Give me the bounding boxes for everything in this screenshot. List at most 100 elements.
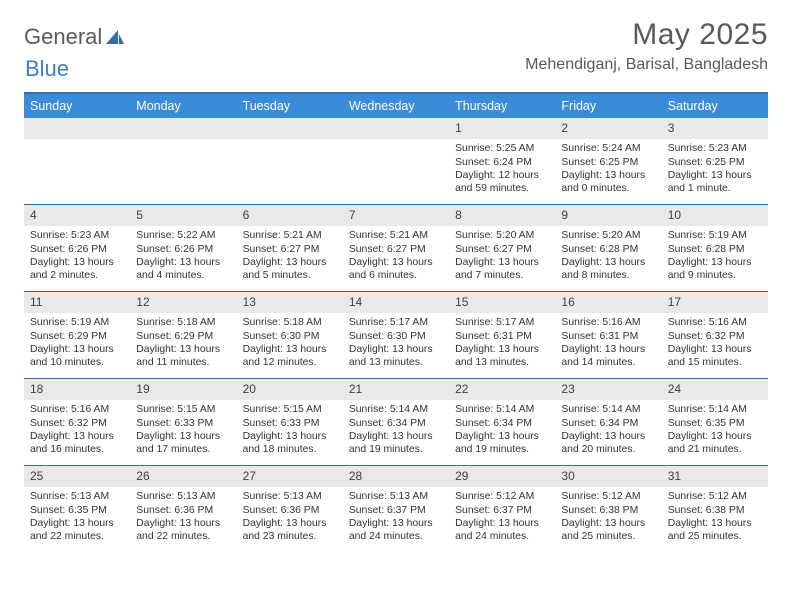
day-body: Sunrise: 5:18 AMSunset: 6:30 PMDaylight:… xyxy=(237,313,343,373)
day-cell: 15Sunrise: 5:17 AMSunset: 6:31 PMDayligh… xyxy=(449,292,555,378)
sunset-line: Sunset: 6:38 PM xyxy=(561,504,655,517)
day-number-bar xyxy=(237,118,343,139)
location-subtitle: Mehendiganj, Barisal, Bangladesh xyxy=(525,56,768,74)
day-number-bar: 5 xyxy=(130,205,236,226)
day-cell xyxy=(24,118,130,204)
day-cell: 24Sunrise: 5:14 AMSunset: 6:35 PMDayligh… xyxy=(662,379,768,465)
weeks-container: 1Sunrise: 5:25 AMSunset: 6:24 PMDaylight… xyxy=(24,118,768,552)
sunset-line: Sunset: 6:38 PM xyxy=(668,504,762,517)
sunrise-line: Sunrise: 5:24 AM xyxy=(561,142,655,155)
day-number-bar: 11 xyxy=(24,292,130,313)
day-body: Sunrise: 5:19 AMSunset: 6:29 PMDaylight:… xyxy=(24,313,130,373)
sunset-line: Sunset: 6:27 PM xyxy=(455,243,549,256)
day-body: Sunrise: 5:14 AMSunset: 6:35 PMDaylight:… xyxy=(662,400,768,460)
calendar-grid: Sunday Monday Tuesday Wednesday Thursday… xyxy=(24,92,768,552)
daylight-line: Daylight: 13 hours and 21 minutes. xyxy=(668,430,762,457)
day-number-bar: 18 xyxy=(24,379,130,400)
day-cell xyxy=(343,118,449,204)
daylight-line: Daylight: 13 hours and 5 minutes. xyxy=(243,256,337,283)
daylight-line: Daylight: 13 hours and 24 minutes. xyxy=(455,517,549,544)
day-cell: 8Sunrise: 5:20 AMSunset: 6:27 PMDaylight… xyxy=(449,205,555,291)
day-cell: 26Sunrise: 5:13 AMSunset: 6:36 PMDayligh… xyxy=(130,466,236,552)
daylight-line: Daylight: 13 hours and 18 minutes. xyxy=(243,430,337,457)
daylight-line: Daylight: 13 hours and 15 minutes. xyxy=(668,343,762,370)
day-body: Sunrise: 5:15 AMSunset: 6:33 PMDaylight:… xyxy=(130,400,236,460)
day-body: Sunrise: 5:13 AMSunset: 6:35 PMDaylight:… xyxy=(24,487,130,547)
daylight-line: Daylight: 13 hours and 17 minutes. xyxy=(136,430,230,457)
month-title: May 2025 xyxy=(525,18,768,52)
day-body: Sunrise: 5:24 AMSunset: 6:25 PMDaylight:… xyxy=(555,139,661,199)
day-number-bar: 13 xyxy=(237,292,343,313)
daylight-line: Daylight: 13 hours and 25 minutes. xyxy=(561,517,655,544)
sunset-line: Sunset: 6:29 PM xyxy=(136,330,230,343)
day-number-bar: 6 xyxy=(237,205,343,226)
daylight-line: Daylight: 13 hours and 4 minutes. xyxy=(136,256,230,283)
sunset-line: Sunset: 6:36 PM xyxy=(243,504,337,517)
day-number-bar: 21 xyxy=(343,379,449,400)
daylight-line: Daylight: 13 hours and 19 minutes. xyxy=(349,430,443,457)
day-body: Sunrise: 5:23 AMSunset: 6:26 PMDaylight:… xyxy=(24,226,130,286)
sunrise-line: Sunrise: 5:23 AM xyxy=(30,229,124,242)
brand-sail-icon xyxy=(105,29,125,47)
day-cell: 23Sunrise: 5:14 AMSunset: 6:34 PMDayligh… xyxy=(555,379,661,465)
day-number-bar: 2 xyxy=(555,118,661,139)
sunset-line: Sunset: 6:30 PM xyxy=(243,330,337,343)
day-cell: 17Sunrise: 5:16 AMSunset: 6:32 PMDayligh… xyxy=(662,292,768,378)
daylight-line: Daylight: 13 hours and 1 minute. xyxy=(668,169,762,196)
day-cell: 11Sunrise: 5:19 AMSunset: 6:29 PMDayligh… xyxy=(24,292,130,378)
day-body: Sunrise: 5:21 AMSunset: 6:27 PMDaylight:… xyxy=(343,226,449,286)
day-body xyxy=(24,139,130,146)
sunrise-line: Sunrise: 5:14 AM xyxy=(561,403,655,416)
day-body: Sunrise: 5:19 AMSunset: 6:28 PMDaylight:… xyxy=(662,226,768,286)
sunrise-line: Sunrise: 5:12 AM xyxy=(561,490,655,503)
day-of-week-row: Sunday Monday Tuesday Wednesday Thursday… xyxy=(24,94,768,118)
sunset-line: Sunset: 6:30 PM xyxy=(349,330,443,343)
week-row: 4Sunrise: 5:23 AMSunset: 6:26 PMDaylight… xyxy=(24,204,768,291)
sunrise-line: Sunrise: 5:16 AM xyxy=(668,316,762,329)
sunset-line: Sunset: 6:31 PM xyxy=(455,330,549,343)
day-number-bar: 30 xyxy=(555,466,661,487)
day-number-bar: 4 xyxy=(24,205,130,226)
day-number-bar xyxy=(24,118,130,139)
daylight-line: Daylight: 13 hours and 2 minutes. xyxy=(30,256,124,283)
day-cell: 22Sunrise: 5:14 AMSunset: 6:34 PMDayligh… xyxy=(449,379,555,465)
day-number-bar: 1 xyxy=(449,118,555,139)
day-cell xyxy=(130,118,236,204)
sunset-line: Sunset: 6:25 PM xyxy=(668,156,762,169)
sunset-line: Sunset: 6:27 PM xyxy=(349,243,443,256)
daylight-line: Daylight: 13 hours and 10 minutes. xyxy=(30,343,124,370)
sunset-line: Sunset: 6:28 PM xyxy=(561,243,655,256)
dow-saturday: Saturday xyxy=(662,94,768,118)
brand-word-2: Blue xyxy=(25,56,69,81)
day-number-bar: 19 xyxy=(130,379,236,400)
daylight-line: Daylight: 13 hours and 19 minutes. xyxy=(455,430,549,457)
daylight-line: Daylight: 13 hours and 25 minutes. xyxy=(668,517,762,544)
daylight-line: Daylight: 13 hours and 20 minutes. xyxy=(561,430,655,457)
sunset-line: Sunset: 6:31 PM xyxy=(561,330,655,343)
day-body: Sunrise: 5:18 AMSunset: 6:29 PMDaylight:… xyxy=(130,313,236,373)
day-cell: 14Sunrise: 5:17 AMSunset: 6:30 PMDayligh… xyxy=(343,292,449,378)
day-body: Sunrise: 5:23 AMSunset: 6:25 PMDaylight:… xyxy=(662,139,768,199)
day-cell: 27Sunrise: 5:13 AMSunset: 6:36 PMDayligh… xyxy=(237,466,343,552)
sunset-line: Sunset: 6:34 PM xyxy=(455,417,549,430)
dow-friday: Friday xyxy=(555,94,661,118)
day-cell: 30 Sunrise: 5:12 AMSunset: 6:38 PMDayligh… xyxy=(555,466,661,552)
day-body: Sunrise: 5:14 AMSunset: 6:34 PMDaylight:… xyxy=(343,400,449,460)
day-number-bar: 25 xyxy=(24,466,130,487)
dow-wednesday: Wednesday xyxy=(343,94,449,118)
day-number-bar: 9 xyxy=(555,205,661,226)
daylight-line: Daylight: 13 hours and 23 minutes. xyxy=(243,517,337,544)
sunrise-line: Sunrise: 5:21 AM xyxy=(243,229,337,242)
sunrise-line: Sunrise: 5:15 AM xyxy=(136,403,230,416)
day-cell: 9Sunrise: 5:20 AMSunset: 6:28 PMDaylight… xyxy=(555,205,661,291)
sunrise-line: Sunrise: 5:14 AM xyxy=(668,403,762,416)
sunset-line: Sunset: 6:35 PM xyxy=(668,417,762,430)
sunrise-line: Sunrise: 5:13 AM xyxy=(243,490,337,503)
day-body: Sunrise: 5:20 AMSunset: 6:27 PMDaylight:… xyxy=(449,226,555,286)
day-number-bar: 26 xyxy=(130,466,236,487)
brand-logo: General xyxy=(24,18,125,50)
sunrise-line: Sunrise: 5:14 AM xyxy=(455,403,549,416)
sunrise-line: Sunrise: 5:22 AM xyxy=(136,229,230,242)
daylight-line: Daylight: 13 hours and 8 minutes. xyxy=(561,256,655,283)
day-cell: 2Sunrise: 5:24 AMSunset: 6:25 PMDaylight… xyxy=(555,118,661,204)
